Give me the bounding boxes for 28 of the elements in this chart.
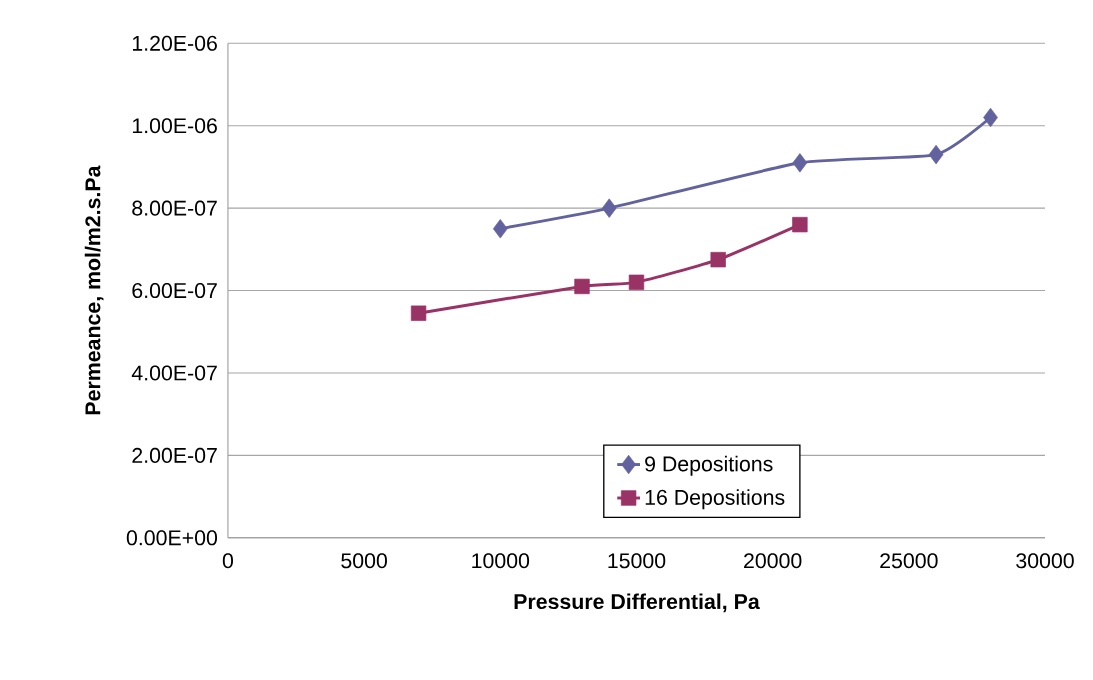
y-tick-label: 4.00E-07 [131,365,217,381]
x-tick-label: 25000 [880,553,938,569]
y-tick-label: 0.00E+00 [126,530,218,546]
legend-label: 16 Depositions [645,489,785,510]
x-tick-label: 0 [222,553,234,569]
x-axis-title: Pressure Differential, Pa [514,593,760,613]
y-axis-title: Permeance, mol/m2.s.Pa [84,165,104,415]
point [628,274,645,291]
legend-label: 9 Depositions [645,455,773,476]
x-tick-label: 15000 [608,553,666,569]
x-tick-label: 10000 [472,553,530,569]
point [574,278,590,295]
x-tick-label: 30000 [1016,553,1074,569]
y-tick-label: 1.20E-06 [132,35,217,51]
x-tick-label: 20000 [744,553,802,569]
point [410,305,427,322]
y-tick-label: 1.00E-06 [132,118,217,134]
y-tick-label: 8.00E-07 [132,200,217,216]
point [710,252,726,268]
x-tick-label: 5000 [341,553,387,569]
y-tick-label: 6.00E-07 [132,283,217,299]
point [928,145,944,165]
y-tick-label: 2.00E-07 [132,447,217,464]
point [601,198,617,218]
point [792,217,808,233]
point [983,107,998,128]
point [492,219,508,239]
point [792,153,808,173]
